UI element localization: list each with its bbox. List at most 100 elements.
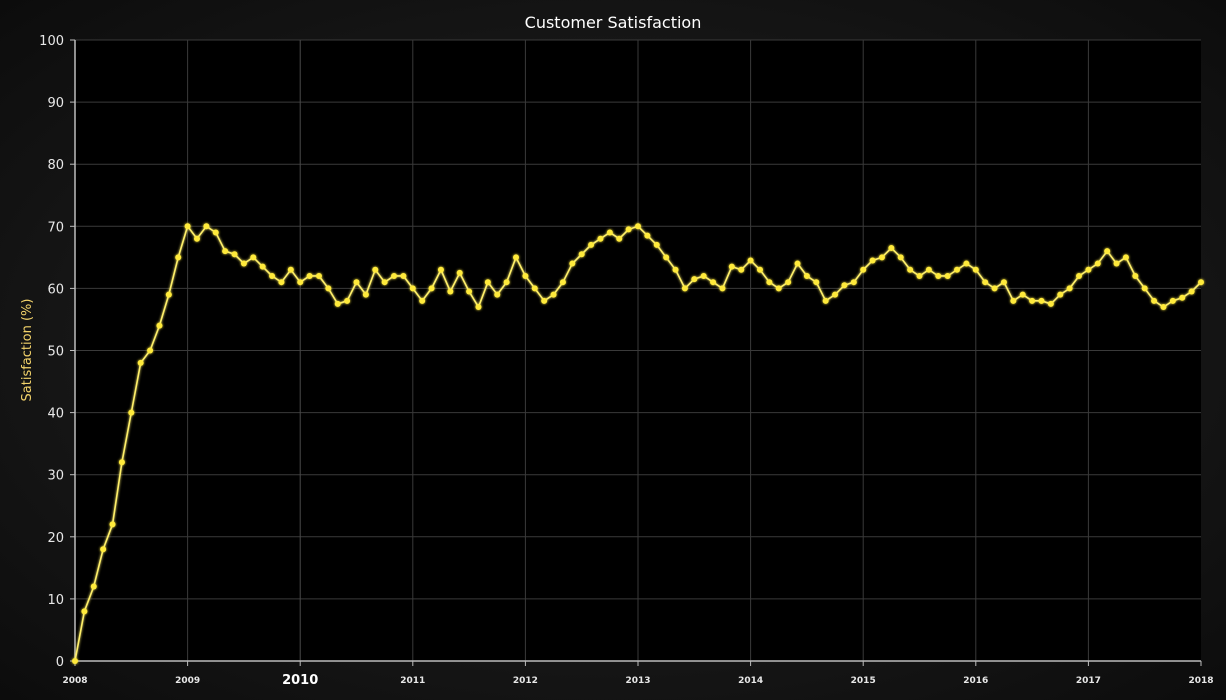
data-point: [118, 459, 125, 466]
data-point: [156, 322, 163, 329]
data-point: [653, 241, 660, 248]
x-tick-label: 2016: [963, 676, 988, 686]
data-point: [503, 279, 510, 286]
data-point: [381, 279, 388, 286]
data-point: [494, 291, 501, 298]
y-tick-label: 90: [47, 96, 64, 111]
data-point: [193, 235, 200, 242]
data-point: [147, 347, 154, 354]
x-tick-label: 2012: [513, 676, 538, 686]
data-point: [81, 608, 88, 615]
data-point: [944, 272, 951, 279]
data-point: [954, 266, 961, 273]
data-point: [710, 279, 717, 286]
data-point: [738, 266, 745, 273]
data-point: [437, 266, 444, 273]
y-tick-label: 80: [47, 158, 64, 173]
data-point: [344, 297, 351, 304]
data-point: [550, 291, 557, 298]
data-point: [813, 279, 820, 286]
data-point: [315, 272, 322, 279]
data-point: [785, 279, 792, 286]
data-point: [391, 272, 398, 279]
data-point: [184, 223, 191, 230]
y-tick-label: 100: [39, 34, 64, 49]
data-point: [559, 279, 566, 286]
data-point: [597, 235, 604, 242]
data-point: [916, 272, 923, 279]
data-point: [832, 291, 839, 298]
data-point: [1151, 297, 1158, 304]
data-point: [212, 229, 219, 236]
x-tick-label: 2009: [175, 676, 200, 686]
data-point: [878, 254, 885, 261]
data-point: [541, 297, 548, 304]
data-point: [663, 254, 670, 261]
data-point: [1188, 288, 1195, 295]
data-point: [175, 254, 182, 261]
data-point: [372, 266, 379, 273]
data-point: [700, 272, 707, 279]
data-point: [419, 297, 426, 304]
data-point: [963, 260, 970, 267]
data-point: [1029, 297, 1036, 304]
data-point: [672, 266, 679, 273]
data-point: [982, 279, 989, 286]
data-point: [681, 285, 688, 292]
data-point: [850, 279, 857, 286]
y-tick-label: 50: [47, 345, 64, 360]
series-satisfaction: [72, 223, 1204, 664]
data-point: [1066, 285, 1073, 292]
data-point: [400, 272, 407, 279]
data-point: [1160, 304, 1167, 311]
data-point: [794, 260, 801, 267]
x-tick-label: 2011: [400, 676, 425, 686]
data-point: [644, 232, 651, 239]
y-tick-label: 20: [47, 531, 64, 546]
y-tick-label: 60: [47, 282, 64, 297]
data-point: [897, 254, 904, 261]
data-point: [240, 260, 247, 267]
data-point: [635, 223, 641, 230]
data-point: [109, 521, 116, 528]
data-point: [325, 285, 332, 292]
data-point: [606, 229, 613, 236]
data-point: [1019, 291, 1026, 298]
data-point: [522, 272, 529, 279]
x-tick-label: 2008: [62, 676, 87, 686]
x-tick-label: 2013: [625, 676, 650, 686]
data-point: [447, 288, 454, 295]
y-tick-label: 0: [56, 655, 64, 670]
data-point: [362, 291, 369, 298]
data-point: [203, 223, 210, 230]
y-tick-label: 70: [47, 220, 64, 235]
data-point: [306, 272, 313, 279]
data-point: [222, 248, 229, 255]
data-point: [250, 254, 257, 261]
y-tick-label: 40: [47, 407, 64, 422]
data-point: [1000, 279, 1007, 286]
data-point: [756, 266, 763, 273]
data-point: [513, 254, 520, 261]
data-point: [287, 266, 294, 273]
x-tick-label: 2014: [738, 676, 763, 686]
data-point: [803, 272, 810, 279]
data-point: [456, 269, 463, 276]
data-point: [747, 257, 754, 264]
data-point: [1104, 248, 1111, 255]
data-point: [278, 279, 285, 286]
data-point: [1010, 297, 1017, 304]
data-point: [1113, 260, 1120, 267]
y-tick-labels: 0 10 20 30 40 50 60 70 80 90 100: [39, 34, 64, 670]
data-point: [334, 300, 341, 307]
data-point: [231, 251, 238, 258]
data-point: [841, 282, 848, 289]
chart-title: Customer Satisfaction: [525, 13, 702, 32]
data-point: [860, 266, 867, 273]
x-tick-label: 2018: [1188, 676, 1213, 686]
data-point: [1094, 260, 1101, 267]
x-tick-label: 2010: [282, 673, 318, 688]
grid: [75, 39, 1201, 661]
data-point: [1085, 266, 1092, 273]
data-point: [1057, 291, 1064, 298]
